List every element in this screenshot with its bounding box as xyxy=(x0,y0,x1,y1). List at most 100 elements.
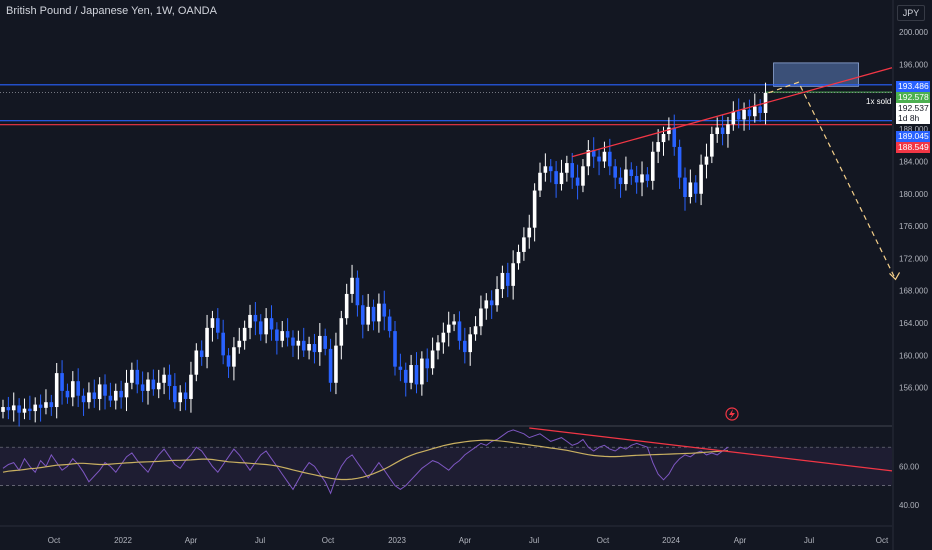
candle-body xyxy=(6,407,11,411)
candle-body xyxy=(210,318,215,328)
candle-body xyxy=(285,331,290,338)
candle-body xyxy=(634,175,639,183)
candle-body xyxy=(312,344,317,353)
candle-body xyxy=(339,318,344,346)
candle-body xyxy=(484,300,489,309)
symbol-title[interactable]: British Pound / Japanese Yen, 1W, OANDA xyxy=(6,5,217,17)
candle-body xyxy=(731,111,736,125)
candle-body xyxy=(414,365,419,385)
candle-body xyxy=(667,127,671,134)
candle-body xyxy=(103,384,107,396)
candle-body xyxy=(629,169,634,176)
candle-body xyxy=(253,314,258,322)
candle-body xyxy=(323,335,327,349)
time-tick-label: Oct xyxy=(322,536,335,545)
candle-body xyxy=(49,402,54,408)
candle-body xyxy=(586,150,591,167)
candle-body xyxy=(516,251,521,264)
candle-body xyxy=(350,277,354,294)
candle-body xyxy=(468,334,472,353)
candle-body xyxy=(318,335,322,353)
time-tick-label: 2023 xyxy=(388,536,406,545)
candle-body xyxy=(650,151,655,181)
candle-body xyxy=(54,373,59,408)
candle-body xyxy=(76,381,80,396)
candle-body xyxy=(275,329,279,341)
candle-body xyxy=(554,171,558,185)
candle-body xyxy=(237,340,242,348)
candle-body xyxy=(382,303,387,317)
price-tick-label: 160.000 xyxy=(899,351,928,360)
candle-body xyxy=(135,369,140,385)
price-tick-label: 180.000 xyxy=(899,190,928,199)
price-label-last: 192.537 xyxy=(896,103,930,114)
candle-body xyxy=(108,395,113,401)
candle-body xyxy=(232,347,236,367)
price-label-support: 189.045 xyxy=(896,131,930,142)
candle-body xyxy=(715,127,720,134)
candle-body xyxy=(505,272,510,286)
candle-body xyxy=(328,348,333,383)
candle-body xyxy=(688,182,693,197)
candle-body xyxy=(17,405,21,413)
candle-body xyxy=(146,379,150,391)
price-tick-label: 156.000 xyxy=(899,384,928,393)
candle-body xyxy=(199,350,204,357)
candle-body xyxy=(264,318,268,335)
time-tick-label: Jul xyxy=(804,536,814,545)
candle-body xyxy=(640,174,644,183)
candle-body xyxy=(446,324,451,333)
candle-body xyxy=(269,318,274,330)
candle-body xyxy=(307,344,311,351)
candle-body xyxy=(720,127,725,134)
candle-body xyxy=(377,303,381,322)
candle-body xyxy=(527,227,532,238)
candle-body xyxy=(608,151,612,167)
flash-icon xyxy=(725,407,739,421)
candle-body xyxy=(97,384,102,399)
candle-body xyxy=(565,163,569,173)
candle-body xyxy=(656,142,660,152)
candle-body xyxy=(371,306,376,322)
candle-body xyxy=(221,332,225,356)
candle-body xyxy=(162,374,166,383)
candles xyxy=(1,82,768,427)
rsi-divergence-trendline xyxy=(529,427,893,472)
currency-button[interactable]: JPY xyxy=(897,5,925,21)
candle-body xyxy=(543,166,548,173)
candle-body xyxy=(532,190,537,228)
time-tick-label: Oct xyxy=(876,536,889,545)
candle-body xyxy=(758,106,762,113)
candle-body xyxy=(677,146,682,178)
projection-arrowhead xyxy=(889,272,901,281)
candle-body xyxy=(683,177,687,197)
candle-body xyxy=(441,332,446,343)
candle-body xyxy=(500,272,505,290)
candle-body xyxy=(189,374,193,399)
candle-body xyxy=(452,321,456,325)
candle-body xyxy=(156,382,161,390)
candle-body xyxy=(495,289,499,306)
candle-body xyxy=(693,182,698,194)
time-tick-label: Jul xyxy=(529,536,539,545)
candle-body xyxy=(124,382,129,398)
candle-body xyxy=(87,392,91,403)
candle-body xyxy=(575,177,580,186)
candle-body xyxy=(258,321,263,335)
price-tick-label: 168.000 xyxy=(899,287,928,296)
candle-body xyxy=(1,407,5,412)
candle-body xyxy=(113,390,118,401)
candle-body xyxy=(11,405,16,411)
candle-body xyxy=(645,174,650,181)
candle-body xyxy=(479,308,483,327)
candle-body xyxy=(613,166,617,178)
candle-body xyxy=(355,277,360,306)
candle-body xyxy=(167,374,172,387)
candle-body xyxy=(28,408,32,412)
candle-body xyxy=(248,314,252,328)
candle-body xyxy=(736,111,741,120)
candle-body xyxy=(538,172,542,191)
candle-body xyxy=(194,350,199,375)
candle-body xyxy=(570,163,575,178)
